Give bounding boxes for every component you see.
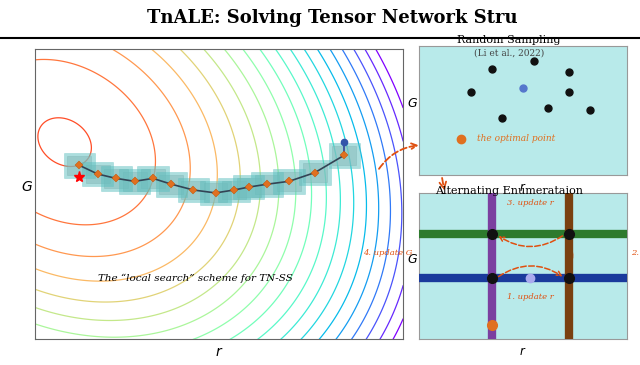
Bar (123, 172, 147, 191)
Bar (237, 178, 260, 196)
Bar (273, 169, 305, 194)
Text: TnALE: Solving Tensor Network Stru: TnALE: Solving Tensor Network Stru (147, 9, 518, 27)
Bar (200, 181, 231, 205)
Bar (332, 146, 356, 165)
Bar (182, 181, 205, 199)
Bar (64, 153, 95, 178)
Bar (329, 143, 360, 168)
Bar (119, 169, 150, 194)
Text: Random Sampling: Random Sampling (457, 35, 561, 45)
Bar (218, 178, 250, 202)
Y-axis label: $G$: $G$ (407, 97, 418, 110)
X-axis label: $r$: $r$ (520, 345, 527, 358)
Bar (204, 184, 227, 202)
Text: 1. update r: 1. update r (507, 293, 554, 300)
Bar (100, 166, 132, 191)
Bar (82, 162, 113, 187)
Bar (159, 175, 183, 194)
Bar (252, 172, 283, 196)
Bar (104, 169, 128, 188)
Text: The “local search” scheme for TN-SS: The “local search” scheme for TN-SS (98, 274, 292, 283)
Bar (255, 175, 279, 194)
Text: 4. update G: 4. update G (364, 249, 413, 257)
Bar (303, 163, 327, 182)
Text: 2. update G: 2. update G (631, 249, 640, 257)
X-axis label: $r$: $r$ (520, 181, 527, 194)
Text: 3. update r: 3. update r (507, 199, 554, 207)
X-axis label: $r$: $r$ (215, 345, 223, 359)
Bar (178, 178, 209, 202)
Bar (138, 166, 168, 191)
Text: Alternating Enumerataion: Alternating Enumerataion (435, 186, 583, 196)
Text: (Li et al., 2022): (Li et al., 2022) (474, 48, 544, 57)
Bar (156, 172, 187, 196)
Bar (67, 156, 92, 175)
Y-axis label: $G$: $G$ (407, 253, 418, 266)
Bar (300, 160, 330, 185)
Y-axis label: $G$: $G$ (21, 180, 33, 194)
Text: the optimal point: the optimal point (477, 134, 556, 143)
Bar (141, 169, 165, 188)
Bar (86, 165, 109, 184)
Bar (277, 172, 301, 191)
Bar (222, 181, 246, 199)
Bar (233, 175, 264, 199)
